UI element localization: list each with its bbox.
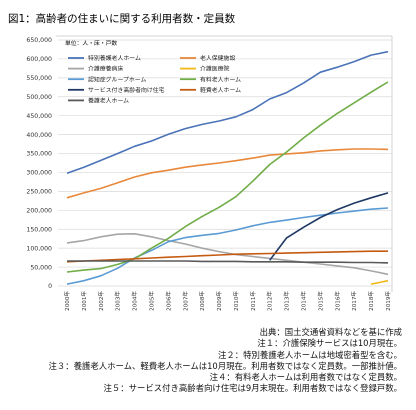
x-tick-label: 2004年 [131,291,139,311]
y-tick-label: 350,000 [26,151,52,158]
series-line-6 [269,192,389,261]
series-line-2 [66,233,389,276]
legend-label: 認知症グループホーム [88,75,146,83]
y-tick-label: 0 [48,283,52,290]
series-line-4 [66,207,389,285]
x-tick-label: 2016年 [333,291,341,311]
unit-label: 単位：人・床・戸数 [65,39,117,47]
legend-label: 養護老人ホーム [88,97,129,105]
x-tick-label: 2002年 [97,291,105,311]
y-tick-label: 500,000 [26,94,52,101]
x-tick-label: 2018年 [367,291,375,311]
x-tick-label: 2019年 [384,291,392,311]
x-tick-label: 2005年 [147,291,155,311]
y-tick-label: 400,000 [26,132,52,139]
series-line-5 [66,81,389,273]
y-tick-label: 200,000 [26,208,52,215]
y-tick-label: 650,000 [26,37,52,44]
y-tick-label: 600,000 [26,56,52,63]
legend-label: 介護療養病床 [88,65,123,73]
x-tick-label: 2001年 [80,291,88,311]
x-tick-label: 2006年 [164,291,172,311]
legend-label: 老人保健施設 [200,54,235,62]
series-line-1 [66,148,389,199]
note-2: 注２：特別養護老人ホームは地域密着型を含む。 [218,349,402,360]
legend-label: 有料老人ホーム [200,75,241,83]
y-tick-label: 250,000 [26,189,52,196]
x-tick-label: 2012年 [266,291,274,311]
x-tick-labels: 2000年 2001年 2002年 2003年 2004年 2005年 2006年 2007年… [63,291,392,311]
y-tick-label: 550,000 [26,75,52,82]
series-line-8 [67,260,389,264]
footnotes: 出典：国土交通省資料などを基に作成 注１：介護保険サービスは10月現在。 注２：… [2,327,402,395]
x-tick-label: 2009年 [215,291,223,311]
series-lines [66,50,389,285]
y-tick-label: 300,000 [26,170,52,177]
x-tick-label: 2015年 [316,291,324,311]
note-source: 出典：国土交通省資料などを基に作成 [259,327,402,337]
series-line-3 [370,279,389,285]
y-tick-label: 150,000 [26,226,52,233]
x-tick-label: 2008年 [198,291,206,311]
note-4: 注４：有料老人ホームは利用者数ではなく定員数。 [209,372,402,383]
legend-label: 介護医療院 [200,65,230,73]
x-tick-label: 2014年 [300,291,308,311]
y-tick-label: 450,000 [26,113,52,120]
note-1: 注１：介護保険サービスは10月現在。 [257,338,402,349]
x-tick-label: 2017年 [350,291,358,311]
note-3: 注３：養護老人ホーム、軽費老人ホームは10月現在。利用者数ではなく定員数。一部推… [48,360,402,371]
y-tick-label: 100,000 [26,245,52,252]
legend-label: 特別養護老人ホーム [88,54,141,62]
y-tick-labels: 0 50,000 100,000 150,000 200,000 250,000 300,0… [26,37,52,290]
y-tick-label: 50,000 [30,264,52,271]
x-tick-label: 2010年 [232,291,240,311]
note-5: 注５：サービス付き高齢者向け住宅は9月末現在。利用者数ではなく登録戸数。 [103,383,402,394]
gridlines [58,39,392,287]
x-tick-label: 2003年 [114,291,122,311]
chart-title: 図1：高齢者の住まいに関する利用者数・定員数 [8,12,236,25]
x-tick-label: 2013年 [283,291,291,311]
series-line-7 [66,250,388,263]
legend-label: サービス付き高齢者向け住宅 [88,86,165,94]
legend-label: 軽費老人ホーム [200,86,241,94]
series-line-0 [66,50,389,174]
x-tick-label: 2007年 [181,291,189,311]
x-tick-label: 2000年 [63,291,71,311]
x-tick-label: 2011年 [249,291,257,311]
